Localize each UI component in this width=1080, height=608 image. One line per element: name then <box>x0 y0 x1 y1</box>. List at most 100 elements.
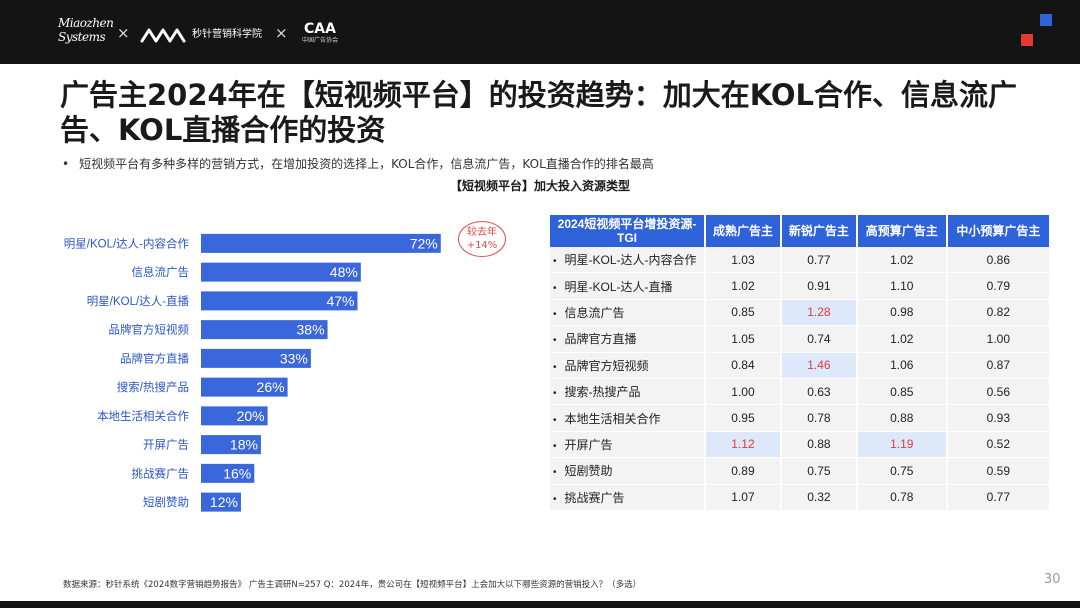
table-cell: 1.02 <box>706 273 782 300</box>
table-cell: 1.05 <box>706 326 782 353</box>
table-cell: 0.85 <box>857 378 948 406</box>
table-row-label: • 品牌官方短视频 <box>550 352 706 379</box>
row-label-text: 挑战赛广告 <box>564 490 625 505</box>
table-row: • 明星-KOL-达人-内容合作 1.03 0.77 1.02 0.86 <box>550 247 1049 274</box>
table-cell: 0.91 <box>781 273 858 300</box>
category-label: 明星/KOL/达人-直播 <box>87 294 190 308</box>
decor-square-red <box>1021 34 1033 46</box>
table-cell: 1.07 <box>706 484 782 511</box>
table-cell: 1.10 <box>857 273 948 300</box>
table-row-label: • 信息流广告 <box>550 299 706 327</box>
category-label: 明星/KOL/达人-内容合作 <box>64 236 190 250</box>
table-row-label: • 明星-KOL-达人-直播 <box>550 273 706 300</box>
row-label-text: 品牌官方短视频 <box>564 358 649 373</box>
table-cell: 0.56 <box>947 378 1049 406</box>
bar-value-label: 47% <box>326 293 354 309</box>
table-row: • 开屏广告 1.12 0.88 1.19 0.52 <box>550 431 1049 459</box>
table-header-row: 2024短视频平台增投资源-TGI 成熟广告主 新锐广告主 高预算广告主 中小预算广告主 <box>550 215 1049 247</box>
row-label-text: 开屏广告 <box>564 437 613 452</box>
bullet-dot: • <box>553 361 557 373</box>
bar <box>201 291 358 311</box>
table-cell: 0.74 <box>781 326 858 353</box>
table-cell: 0.89 <box>706 458 782 485</box>
table-cell: 1.06 <box>857 352 948 379</box>
caa-logo-subtext: 中国广告协会 <box>301 37 338 44</box>
table-cell: 0.88 <box>781 431 858 459</box>
bar-value-label: 48% <box>330 264 358 280</box>
table-cell-highlighted: 1.12 <box>706 431 782 459</box>
tgi-table: 2024短视频平台增投资源-TGI 成熟广告主 新锐广告主 高预算广告主 中小预算广告主… <box>550 215 1049 511</box>
bullet-dot: • <box>553 256 557 268</box>
table-cell-highlighted: 1.19 <box>857 431 948 459</box>
category-label: 品牌官方短视频 <box>109 323 190 337</box>
table-cell: 0.78 <box>857 484 948 511</box>
table-cell: 1.00 <box>706 378 782 406</box>
bullet-dot: • <box>553 335 557 347</box>
table-column-header: 高预算广告主 <box>857 215 948 247</box>
academy-logo-text: 秒针营销科学院 <box>192 29 262 40</box>
table-cell: 1.02 <box>857 326 948 353</box>
table-row: • 短剧赞助 0.89 0.75 0.75 0.59 <box>550 458 1049 485</box>
table-cell: 0.95 <box>706 405 782 432</box>
source-footnote: 数据来源：秒针系统《2024数字营销趋势报告》 广告主调研N=257 Q：202… <box>63 580 642 590</box>
bullet-dot: • <box>553 388 557 400</box>
badge-label: 较去年 <box>467 227 497 238</box>
category-label: 挑战赛广告 <box>132 466 190 480</box>
table-cell-highlighted: 1.46 <box>781 352 858 379</box>
table-cell: 1.02 <box>857 247 948 274</box>
yoy-growth-badge: 较去年 +14% <box>458 221 506 257</box>
bullet-dot: • <box>62 157 70 171</box>
bar-value-label: 12% <box>210 494 238 510</box>
row-label-text: 搜索-热搜产品 <box>564 385 641 400</box>
bullet-dot: • <box>553 467 557 479</box>
table-row-label: • 本地生活相关合作 <box>550 405 706 432</box>
table-row-label: • 品牌官方直播 <box>550 326 706 353</box>
bar-value-label: 26% <box>257 379 285 395</box>
row-label-text: 本地生活相关合作 <box>564 411 661 426</box>
investment-bar-chart: 明星/KOL/达人-内容合作 72% 信息流广告 48% 明星/KOL/达人-直播 47%… <box>64 233 441 512</box>
bullet-dot: • <box>553 440 557 452</box>
table-column-header: 成熟广告主 <box>706 215 782 247</box>
miaozhen-logo: Miaozhen Systems <box>58 16 114 44</box>
row-label-text: 明星-KOL-达人-内容合作 <box>564 253 697 268</box>
category-label: 本地生活相关合作 <box>97 409 189 423</box>
bar <box>201 435 261 455</box>
bullet-dot: • <box>553 282 557 294</box>
table-row-label: • 搜索-热搜产品 <box>550 378 706 406</box>
table-cell: 0.75 <box>857 458 948 485</box>
table-body: • 明星-KOL-达人-内容合作 1.03 0.77 1.02 0.86 • 明星-KOL-达… <box>550 247 1049 511</box>
logo-separator: × <box>275 24 288 42</box>
table-cell: 0.98 <box>857 299 948 327</box>
table-row: • 信息流广告 0.85 1.28 0.98 0.82 <box>550 299 1049 327</box>
table-row-label: • 明星-KOL-达人-内容合作 <box>550 247 706 274</box>
bullet-note: • 短视频平台有多种多样的营销方式，在增加投资的选择上，KOL合作，信息流广告，K… <box>62 156 654 172</box>
table-row-label: • 短剧赞助 <box>550 458 706 485</box>
table-row: • 明星-KOL-达人-直播 1.02 0.91 1.10 0.79 <box>550 273 1049 300</box>
table-row-label: • 挑战赛广告 <box>550 484 706 511</box>
bar <box>201 463 255 483</box>
table-column-header: 中小预算广告主 <box>947 215 1049 247</box>
category-label: 短剧赞助 <box>143 495 189 509</box>
bar-value-label: 20% <box>237 408 265 424</box>
bullet-dot: • <box>553 493 557 505</box>
table-cell: 0.87 <box>947 352 1049 379</box>
table-cell: 0.63 <box>781 378 858 406</box>
table-cell: 0.86 <box>947 247 1049 274</box>
chart-title: 【短视频平台】加大投入资源类型 <box>449 179 630 193</box>
top-bar: Miaozhen Systems × 秒针营销科学院 × CAA 中国广告协会 <box>0 0 1080 64</box>
bullet-text: 短视频平台有多种多样的营销方式，在增加投资的选择上，KOL合作，信息流广告，KO… <box>79 157 654 171</box>
page-title: 广告主2024年在【短视频平台】的投资趋势：加大在KOL合作、信息流广告、KOL… <box>60 78 1018 147</box>
table-column-header: 新锐广告主 <box>781 215 858 247</box>
decor-square-blue <box>1040 14 1052 26</box>
table-cell: 0.85 <box>706 299 782 327</box>
category-label: 搜索/热搜产品 <box>117 380 189 394</box>
bar <box>201 233 441 253</box>
bar-value-label: 72% <box>410 235 438 251</box>
row-label-text: 明星-KOL-达人-直播 <box>564 279 673 294</box>
caa-logo-text: CAA <box>304 21 336 37</box>
table-cell: 1.00 <box>947 326 1049 353</box>
bullet-dot: • <box>553 308 557 320</box>
table-cell: 0.32 <box>781 484 858 511</box>
row-label-text: 信息流广告 <box>564 305 625 320</box>
row-label-text: 品牌官方直播 <box>564 332 637 347</box>
